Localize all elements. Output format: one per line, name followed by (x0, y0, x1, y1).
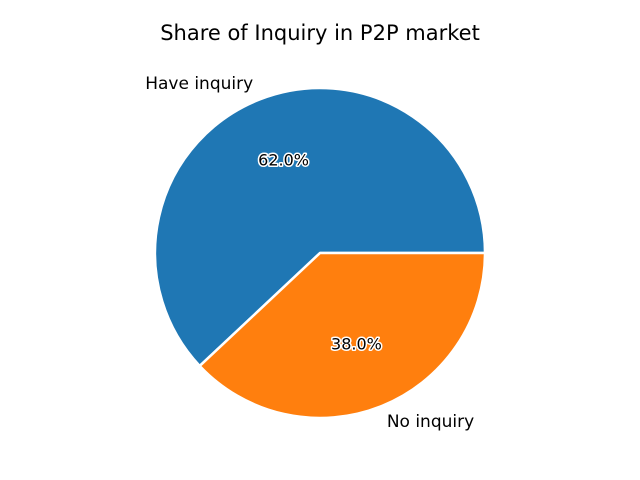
pie-labels: 62.0% Have inquiry 38.0% No inquiry (145, 74, 474, 432)
pie-category-label: No inquiry (387, 412, 474, 432)
pie-percent-label: 62.0% (258, 150, 309, 169)
chart-title: Share of Inquiry in P2P market (160, 21, 480, 45)
pie-slice-no-inquiry (198, 251, 487, 420)
pie-category-label: Have inquiry (145, 74, 253, 94)
pie-percent-label: 38.0% (331, 335, 382, 354)
pie-slices (153, 86, 487, 420)
pie-slice-have-inquiry (153, 86, 487, 368)
